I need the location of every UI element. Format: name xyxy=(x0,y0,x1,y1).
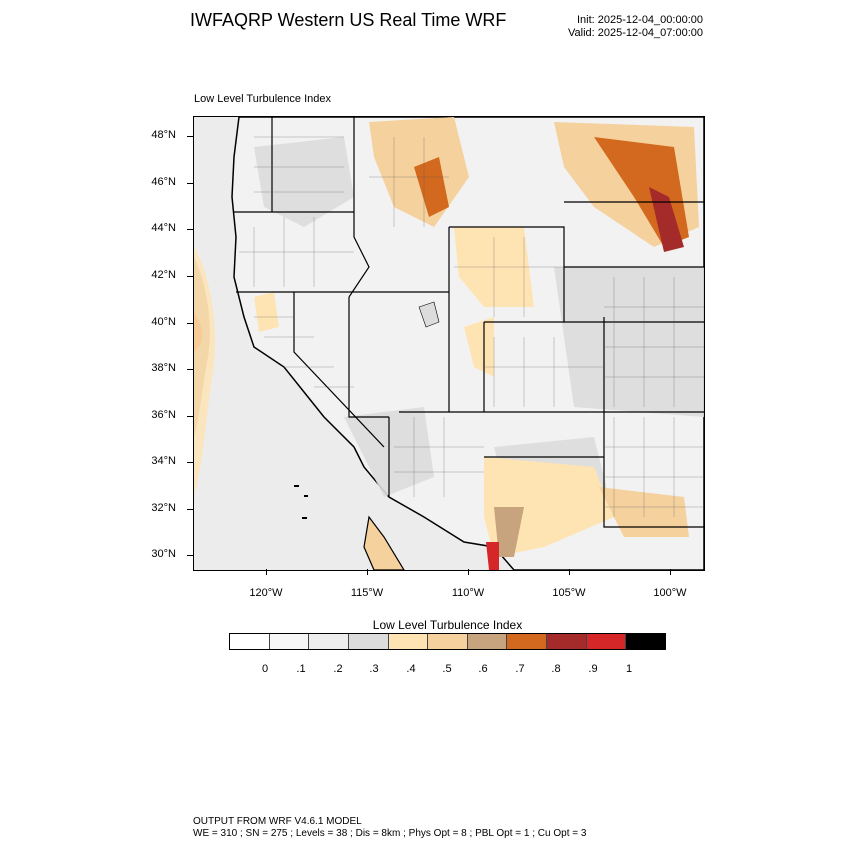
channel-islands xyxy=(294,485,308,519)
colorbar-segment xyxy=(348,634,389,649)
lat-label-46: 46°N xyxy=(151,176,176,188)
lat-tick xyxy=(187,183,193,184)
colorbar-label: .1 xyxy=(296,663,306,675)
colorbar-label: .5 xyxy=(442,663,452,675)
lon-label-105: 105°W xyxy=(552,587,586,599)
lon-tick xyxy=(569,569,570,575)
colorbar-segment xyxy=(586,634,627,649)
colorbar-title: Low Level Turbulence Index xyxy=(372,618,523,632)
lon-label-110: 110°W xyxy=(451,587,485,599)
colorbar-segment xyxy=(309,634,349,649)
colorbar xyxy=(229,633,666,650)
lat-tick xyxy=(187,416,193,417)
great-salt-lake xyxy=(418,301,440,328)
valid-time: Valid: 2025-12-04_07:00:00 xyxy=(568,27,703,39)
colorbar-segment xyxy=(626,634,666,649)
lat-label-44: 44°N xyxy=(151,222,176,234)
lat-tick xyxy=(187,462,193,463)
model-settings: WE = 310 ; SN = 275 ; Levels = 38 ; Dis … xyxy=(193,828,587,839)
county-boundaries xyxy=(239,136,704,517)
lon-tick xyxy=(266,569,267,575)
lat-label-38: 38°N xyxy=(151,362,176,374)
colorbar-label: .3 xyxy=(369,663,379,675)
baja-peninsula xyxy=(363,515,405,570)
lat-label-40: 40°N xyxy=(151,316,176,328)
lat-label-36: 36°N xyxy=(151,409,176,421)
lon-tick xyxy=(367,569,368,575)
colorbar-label: 0 xyxy=(261,663,269,675)
lat-tick xyxy=(187,369,193,370)
colorbar-segment xyxy=(467,634,508,649)
lat-tick xyxy=(187,229,193,230)
colorbar-label: 1 xyxy=(625,663,633,675)
lon-label-120: 120°W xyxy=(249,587,283,599)
lat-label-42: 42°N xyxy=(151,269,176,281)
colorbar-segment xyxy=(230,634,270,649)
lat-tick xyxy=(187,555,193,556)
colorbar-segment xyxy=(428,634,468,649)
colorbar-label: .2 xyxy=(333,663,343,675)
lat-label-48: 48°N xyxy=(151,129,176,141)
lon-tick xyxy=(670,569,671,575)
lat-label-30: 30°N xyxy=(151,548,176,560)
colorbar-label: .8 xyxy=(551,663,561,675)
colorbar-segment xyxy=(269,634,310,649)
field-label: Low Level Turbulence Index xyxy=(194,93,331,105)
lat-tick xyxy=(187,323,193,324)
lon-label-115: 115°W xyxy=(350,587,384,599)
colorbar-label: .7 xyxy=(515,663,525,675)
lon-tick xyxy=(468,569,469,575)
map-canvas xyxy=(194,117,704,570)
init-time: Init: 2025-12-04_00:00:00 xyxy=(577,14,703,26)
colorbar-label: .4 xyxy=(406,663,416,675)
lon-label-100: 100°W xyxy=(653,587,687,599)
turbulence-map xyxy=(193,116,705,571)
colorbar-segment xyxy=(388,634,429,649)
colorbar-segment xyxy=(547,634,587,649)
colorbar-segment xyxy=(507,634,548,649)
map-title: IWFAQRP Western US Real Time WRF xyxy=(190,10,507,30)
state-boundaries xyxy=(234,117,704,528)
lat-label-34: 34°N xyxy=(151,455,176,467)
model-info: OUTPUT FROM WRF V4.6.1 MODEL xyxy=(193,816,362,827)
lat-label-32: 32°N xyxy=(151,502,176,514)
lat-tick xyxy=(187,136,193,137)
lat-tick xyxy=(187,276,193,277)
colorbar-label: .9 xyxy=(588,663,598,675)
colorbar-label: .6 xyxy=(478,663,488,675)
lat-tick xyxy=(187,509,193,510)
